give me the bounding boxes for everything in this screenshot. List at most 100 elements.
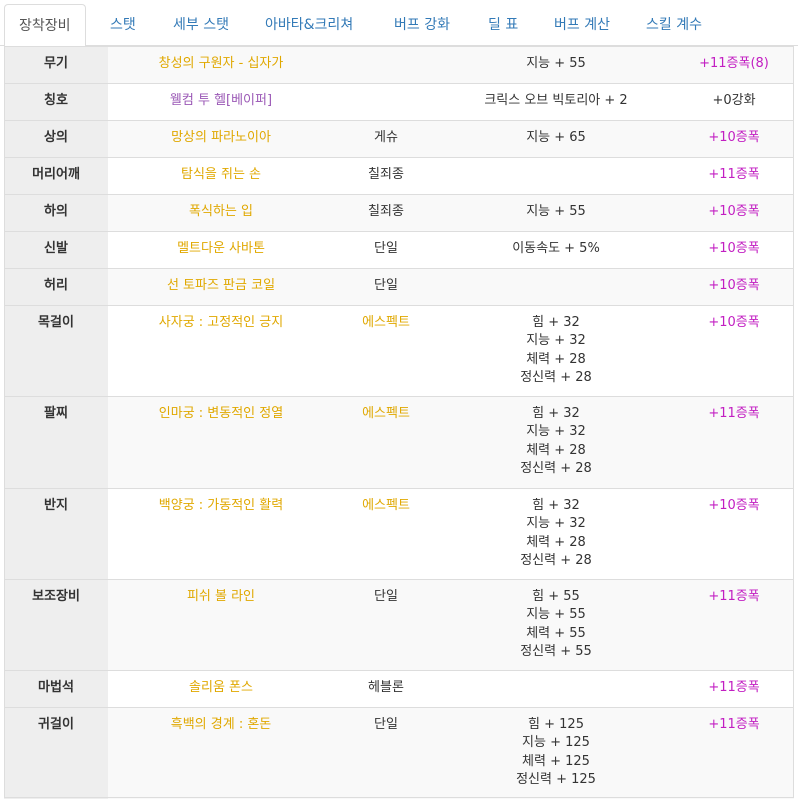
equipment-name: 솔리움 폰스 (108, 670, 334, 708)
equipment-slot: 머리어깨 (4, 157, 108, 195)
equipment-upgrade: +10증폭 (674, 305, 794, 397)
stat-line: 체력 + 28 (526, 534, 586, 550)
equipment-set: 에스펙트 (334, 396, 438, 489)
equipment-stats (438, 268, 674, 306)
stat-line: 정신력 + 55 (520, 643, 592, 659)
equipment-slot: 칭호 (4, 83, 108, 121)
equipment-name: 백양궁 : 가동적인 활력 (108, 488, 334, 580)
stat-line: 지능 + 125 (522, 735, 590, 751)
stat-line: 지능 + 65 (526, 130, 586, 145)
equipment-set (334, 83, 438, 121)
equipment-set: 단일 (334, 707, 438, 799)
equipment-stats: 지능 + 65 (438, 120, 674, 158)
equipment-row: 마법석 솔리움 폰스 헤블론 +11증폭 (4, 670, 794, 708)
equipment-set: 게슈 (334, 120, 438, 158)
equipment-set: 칠죄종 (334, 194, 438, 232)
equipment-row: 목걸이 사자궁 : 고정적인 긍지 에스펙트 힘 + 32 지능 + 32 체력 + 28… (4, 305, 794, 397)
equipment-upgrade: +10증폭 (674, 231, 794, 269)
equipment-set: 헤블론 (334, 670, 438, 708)
equipment-row: 상의 망상의 파라노이아 게슈 지능 + 65 +10증폭 (4, 120, 794, 158)
equipment-slot: 하의 (4, 194, 108, 232)
tab-equipment[interactable]: 장착장비 (4, 4, 86, 47)
equipment-row: 보조장비 피쉬 볼 라인 단일 힘 + 55 지능 + 55 체력 + 55 정신력 + 5… (4, 579, 794, 671)
tab-buff-enhance[interactable]: 버프 강화 (394, 17, 450, 33)
equipment-upgrade: +10증폭 (674, 488, 794, 580)
stat-line: 힘 + 55 (532, 589, 580, 604)
equipment-name: 사자궁 : 고정적인 긍지 (108, 305, 334, 397)
equipment-set (334, 46, 438, 84)
tab-detail-stats[interactable]: 세부 스탯 (173, 17, 229, 33)
equipment-stats: 지능 + 55 (438, 194, 674, 232)
stat-line: 크릭스 오브 빅토리아 + 2 (484, 93, 628, 108)
equipment-name: 창성의 구원자 - 십자가 (108, 46, 334, 84)
equipment-stats: 지능 + 55 (438, 46, 674, 84)
equipment-row: 무기 창성의 구원자 - 십자가 지능 + 55 +11증폭(8) (4, 46, 794, 84)
equipment-stats: 크릭스 오브 빅토리아 + 2 (438, 83, 674, 121)
equipment-table: 무기 창성의 구원자 - 십자가 지능 + 55 +11증폭(8) 칭호 웰컴 투 헬[베… (4, 46, 794, 799)
stat-line: 힘 + 32 (532, 315, 580, 330)
equipment-name: 탐식을 쥐는 손 (108, 157, 334, 195)
stat-line: 정신력 + 125 (516, 771, 596, 787)
equipment-upgrade: +11증폭 (674, 579, 794, 671)
stat-line: 지능 + 32 (526, 424, 586, 440)
equipment-slot: 신발 (4, 231, 108, 269)
equipment-row: 귀걸이 흑백의 경계 : 혼돈 단일 힘 + 125 지능 + 125 체력 + 125 정… (4, 707, 794, 799)
tab-avatar-creature[interactable]: 아바타&크리쳐 (265, 17, 354, 33)
tab-stats[interactable]: 스탯 (110, 17, 136, 33)
equipment-upgrade: +11증폭(8) (674, 46, 794, 84)
equipment-stats (438, 670, 674, 708)
equipment-slot: 허리 (4, 268, 108, 306)
equipment-name: 흑백의 경계 : 혼돈 (108, 707, 334, 799)
equipment-row: 팔찌 인마궁 : 변동적인 정열 에스펙트 힘 + 32 지능 + 32 체력 + 28 정… (4, 396, 794, 489)
equipment-upgrade: +11증폭 (674, 670, 794, 708)
stat-line: 힘 + 125 (528, 717, 584, 732)
equipment-stats: 힘 + 32 지능 + 32 체력 + 28 정신력 + 28 (438, 488, 674, 580)
equipment-slot: 목걸이 (4, 305, 108, 397)
equipment-row: 신발 멜트다운 사바톤 단일 이동속도 + 5% +10증폭 (4, 231, 794, 269)
stat-line: 정신력 + 28 (520, 552, 592, 568)
equipment-slot: 무기 (4, 46, 108, 84)
table-bottom-border (4, 797, 794, 798)
stat-line: 정신력 + 28 (520, 369, 592, 385)
tab-damage-table[interactable]: 딜 표 (488, 17, 519, 33)
tab-bar: 장착장비 스탯 세부 스탯 아바타&크리쳐 버프 강화 딜 표 버프 계산 스킬… (0, 0, 798, 47)
equipment-row: 반지 백양궁 : 가동적인 활력 에스펙트 힘 + 32 지능 + 32 체력 + 28 정… (4, 488, 794, 580)
stat-line: 체력 + 28 (526, 351, 586, 367)
equipment-set: 단일 (334, 579, 438, 671)
tab-buff-calc[interactable]: 버프 계산 (554, 17, 610, 33)
equipment-slot: 귀걸이 (4, 707, 108, 799)
equipment-stats (438, 157, 674, 195)
equipment-slot: 보조장비 (4, 579, 108, 671)
equipment-upgrade: +10증폭 (674, 268, 794, 306)
equipment-row: 칭호 웰컴 투 헬[베이퍼] 크릭스 오브 빅토리아 + 2 +0강화 (4, 83, 794, 121)
stat-line: 힘 + 32 (532, 406, 580, 421)
equipment-name: 피쉬 볼 라인 (108, 579, 334, 671)
equipment-row: 머리어깨 탐식을 쥐는 손 칠죄종 +11증폭 (4, 157, 794, 195)
equipment-stats: 힘 + 32 지능 + 32 체력 + 28 정신력 + 28 (438, 396, 674, 489)
stat-line: 지능 + 55 (526, 607, 586, 623)
stat-line: 지능 + 55 (526, 204, 586, 219)
equipment-upgrade: +11증폭 (674, 707, 794, 799)
equipment-slot: 팔찌 (4, 396, 108, 489)
tab-skill-coefficient[interactable]: 스킬 계수 (646, 17, 702, 33)
stat-line: 지능 + 32 (526, 333, 586, 349)
equipment-name: 폭식하는 입 (108, 194, 334, 232)
stat-line: 체력 + 28 (526, 442, 586, 458)
equipment-upgrade: +0강화 (674, 83, 794, 121)
equipment-upgrade: +10증폭 (674, 194, 794, 232)
stat-line: 체력 + 125 (522, 753, 590, 769)
equipment-slot: 반지 (4, 488, 108, 580)
equipment-stats: 힘 + 55 지능 + 55 체력 + 55 정신력 + 55 (438, 579, 674, 671)
equipment-slot: 상의 (4, 120, 108, 158)
stat-line: 힘 + 32 (532, 498, 580, 513)
equipment-row: 하의 폭식하는 입 칠죄종 지능 + 55 +10증폭 (4, 194, 794, 232)
equipment-set: 단일 (334, 268, 438, 306)
stat-line: 체력 + 55 (526, 625, 586, 641)
stat-line: 지능 + 55 (526, 56, 586, 71)
equipment-upgrade: +11증폭 (674, 157, 794, 195)
equipment-name: 선 토파즈 판금 코일 (108, 268, 334, 306)
equipment-name: 망상의 파라노이아 (108, 120, 334, 158)
equipment-stats: 힘 + 125 지능 + 125 체력 + 125 정신력 + 125 (438, 707, 674, 799)
equipment-slot: 마법석 (4, 670, 108, 708)
equipment-name: 인마궁 : 변동적인 정열 (108, 396, 334, 489)
